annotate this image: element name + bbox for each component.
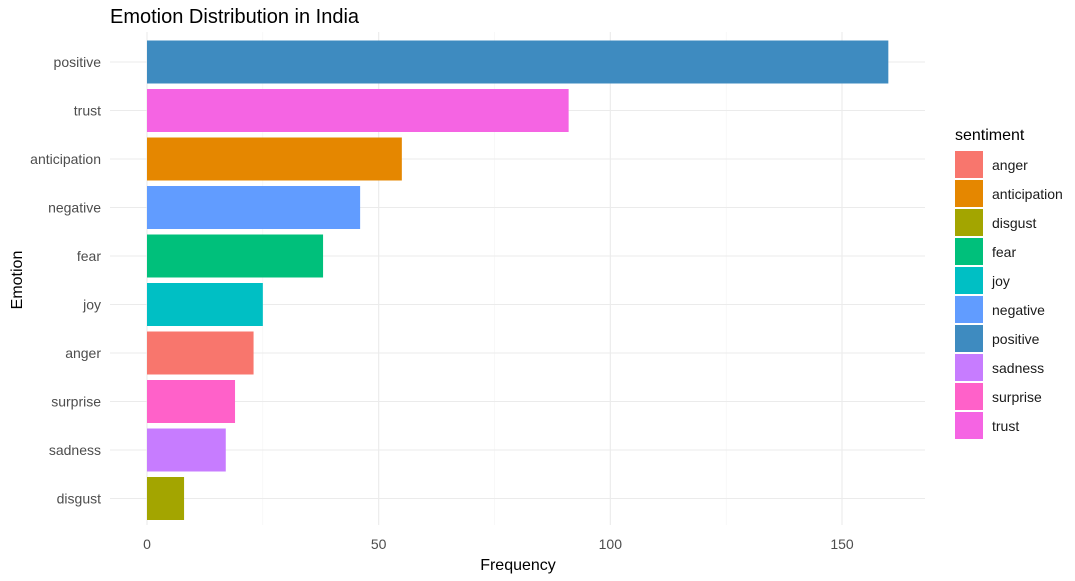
legend-swatch-fear xyxy=(955,238,983,265)
x-tick-label: 0 xyxy=(143,536,151,552)
legend-swatch-sadness xyxy=(955,354,983,381)
y-tick-label-fear: fear xyxy=(77,248,101,264)
bar-fear xyxy=(147,234,324,278)
legend-swatch-anger xyxy=(955,151,983,178)
x-axis-title: Frequency xyxy=(480,557,556,574)
y-tick-label-sadness: sadness xyxy=(49,442,101,458)
y-tick-label-anger: anger xyxy=(65,345,101,361)
bar-disgust xyxy=(147,477,185,520)
x-tick-label: 50 xyxy=(371,536,387,552)
legend-swatch-negative xyxy=(955,296,983,323)
bar-sadness xyxy=(147,428,226,472)
bars xyxy=(147,40,889,520)
y-tick-label-positive: positive xyxy=(54,54,102,70)
x-tick-label: 150 xyxy=(830,536,854,552)
y-tick-label-disgust: disgust xyxy=(57,491,101,507)
legend-label-joy: joy xyxy=(991,273,1010,289)
legend-label-surprise: surprise xyxy=(992,389,1042,405)
bar-anticipation xyxy=(147,137,402,181)
y-tick-label-trust: trust xyxy=(74,103,101,119)
bar-trust xyxy=(147,89,569,132)
legend-label-trust: trust xyxy=(992,418,1019,434)
legend: sentiment anger anticipation disgust fear jo… xyxy=(955,127,1063,439)
legend-label-fear: fear xyxy=(992,244,1016,260)
legend-swatch-anticipation xyxy=(955,180,983,207)
y-tick-label-surprise: surprise xyxy=(51,394,101,410)
y-tick-label-negative: negative xyxy=(48,200,101,216)
x-tick-label: 100 xyxy=(599,536,623,552)
legend-swatch-joy xyxy=(955,267,983,294)
legend-swatch-surprise xyxy=(955,383,983,410)
y-tick-label-anticipation: anticipation xyxy=(30,151,101,167)
bar-joy xyxy=(147,283,263,326)
bar-negative xyxy=(147,186,361,229)
x-axis-tick-labels: 0 50 100 150 xyxy=(143,536,854,552)
legend-label-disgust: disgust xyxy=(992,215,1036,231)
legend-title: sentiment xyxy=(955,127,1025,144)
bar-positive xyxy=(147,40,889,84)
legend-swatch-trust xyxy=(955,412,983,439)
legend-label-anger: anger xyxy=(992,157,1028,173)
y-axis-tick-labels: positive trust anticipation negative fear joy… xyxy=(30,54,101,507)
y-tick-label-joy: joy xyxy=(82,297,101,313)
legend-label-sadness: sadness xyxy=(992,360,1044,376)
legend-label-negative: negative xyxy=(992,302,1045,318)
legend-label-positive: positive xyxy=(992,331,1040,347)
y-axis-title: Emotion xyxy=(9,251,26,310)
legend-swatch-positive xyxy=(955,325,983,352)
bar-anger xyxy=(147,331,254,375)
legend-swatch-disgust xyxy=(955,209,983,236)
legend-label-anticipation: anticipation xyxy=(992,186,1063,202)
chart-title: Emotion Distribution in India xyxy=(110,6,360,28)
bar-surprise xyxy=(147,380,236,423)
